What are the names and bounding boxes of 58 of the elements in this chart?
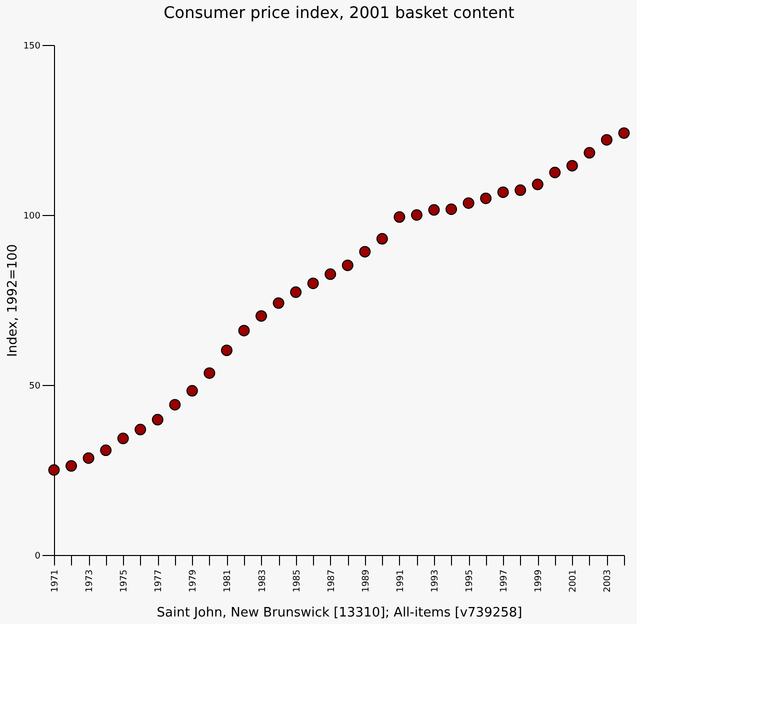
- point: [618, 127, 630, 139]
- point: [376, 233, 388, 245]
- point: [66, 460, 78, 472]
- y-tick-label: 0: [34, 552, 41, 562]
- x-tick-label: 1983: [258, 570, 268, 592]
- point: [134, 424, 146, 436]
- x-tick-label: 1971: [50, 570, 60, 592]
- point: [549, 166, 561, 178]
- point: [186, 385, 198, 397]
- point: [532, 178, 544, 190]
- point: [290, 286, 302, 298]
- point: [410, 209, 422, 221]
- point: [256, 310, 268, 322]
- point: [272, 297, 284, 309]
- x-tick-label: 1987: [326, 570, 337, 592]
- y-tick-label: 150: [23, 42, 41, 52]
- point: [394, 211, 406, 223]
- x-tick-label: 1999: [534, 569, 544, 592]
- x-tick-label: 1979: [188, 569, 199, 592]
- point: [428, 204, 440, 216]
- chart-title: Consumer price index, 2001 basket content: [164, 3, 514, 22]
- point: [169, 398, 181, 410]
- x-axis-title: Saint John, New Brunswick [13310]; All-items [v739258]: [156, 605, 522, 620]
- point: [584, 147, 596, 159]
- y-tick-label: 50: [29, 382, 41, 392]
- point: [204, 367, 216, 379]
- x-tick-label: 2001: [568, 570, 579, 592]
- point: [117, 432, 129, 444]
- point: [359, 246, 371, 258]
- y-tick-label: 100: [23, 212, 41, 222]
- x-tick-label: 1977: [154, 570, 164, 592]
- point: [514, 184, 526, 196]
- x-tick-label: 1985: [292, 570, 302, 592]
- x-tick-label: 1991: [396, 570, 406, 592]
- point: [238, 324, 250, 336]
- point: [82, 452, 94, 464]
- point: [152, 414, 164, 426]
- point: [480, 192, 492, 204]
- x-tick-label: 1989: [361, 569, 372, 592]
- point: [566, 160, 578, 172]
- point: [462, 197, 474, 209]
- x-tick-label: 1975: [120, 570, 130, 592]
- x-tick-label: 2003: [603, 570, 614, 592]
- point: [600, 134, 612, 146]
- point: [342, 260, 354, 272]
- point: [324, 268, 336, 280]
- point: [307, 278, 319, 290]
- y-axis-title: Index, 1992=100: [5, 244, 20, 357]
- x-tick-label: 1981: [223, 570, 234, 592]
- x-tick-label: 1995: [465, 570, 476, 592]
- point: [220, 344, 232, 356]
- point: [446, 203, 458, 215]
- x-tick-label: 1973: [85, 570, 96, 592]
- point: [100, 444, 112, 456]
- point: [48, 464, 60, 476]
- x-tick-label: 1997: [500, 570, 510, 592]
- x-tick-label: 1993: [430, 570, 440, 592]
- point: [497, 186, 509, 198]
